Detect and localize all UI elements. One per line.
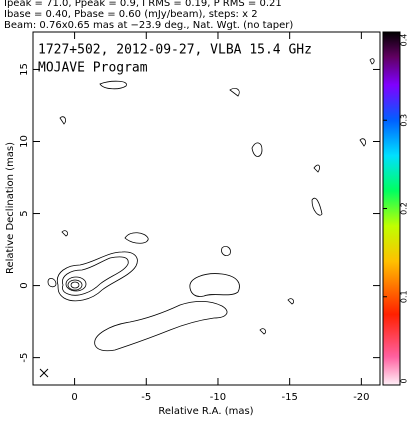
colorbar-tick-label: 0.4 [400, 34, 409, 47]
x-tick-label: -5 [141, 392, 151, 403]
y-tick-label: 0 [19, 282, 30, 288]
contours [47, 58, 375, 352]
colorbar-tick-label: 0.3 [400, 114, 409, 127]
x-tick-label: -20 [353, 392, 369, 403]
x-tick-label: -10 [210, 392, 226, 403]
x-axis-label: Relative R.A. (mas) [158, 406, 253, 417]
y-tick-label: 10 [19, 135, 30, 148]
header-line: Beam: 0.76x0.65 mas at −23.9 deg., Nat. … [4, 20, 293, 31]
header-line: Ibase = 0.40, Pbase = 0.60 (mJy/beam), s… [4, 9, 258, 20]
header-line: Ipeak = 71.0, Ppeak = 0.9, I RMS = 0.19,… [4, 0, 282, 9]
plot-title: 1727+502, 2012-09-27, VLBA 15.4 GHz [38, 43, 312, 58]
y-tick-label: 15 [19, 63, 30, 76]
beam-marker [39, 368, 49, 378]
colorbar-tick-label: 0.2 [400, 202, 409, 215]
y-tick-label: 5 [19, 210, 30, 216]
colorbar-tick-label: 0 [400, 378, 409, 383]
x-tick-label: 0 [71, 392, 77, 403]
x-tick-label: -15 [281, 392, 297, 403]
colorbar-tick-label: 0.1 [400, 290, 409, 303]
y-tick-label: -5 [19, 353, 30, 363]
plot-frame [32, 31, 381, 386]
y-axis-label: Relative Declination (mas) [5, 142, 16, 274]
plot-subtitle: MOJAVE Program [38, 61, 148, 76]
